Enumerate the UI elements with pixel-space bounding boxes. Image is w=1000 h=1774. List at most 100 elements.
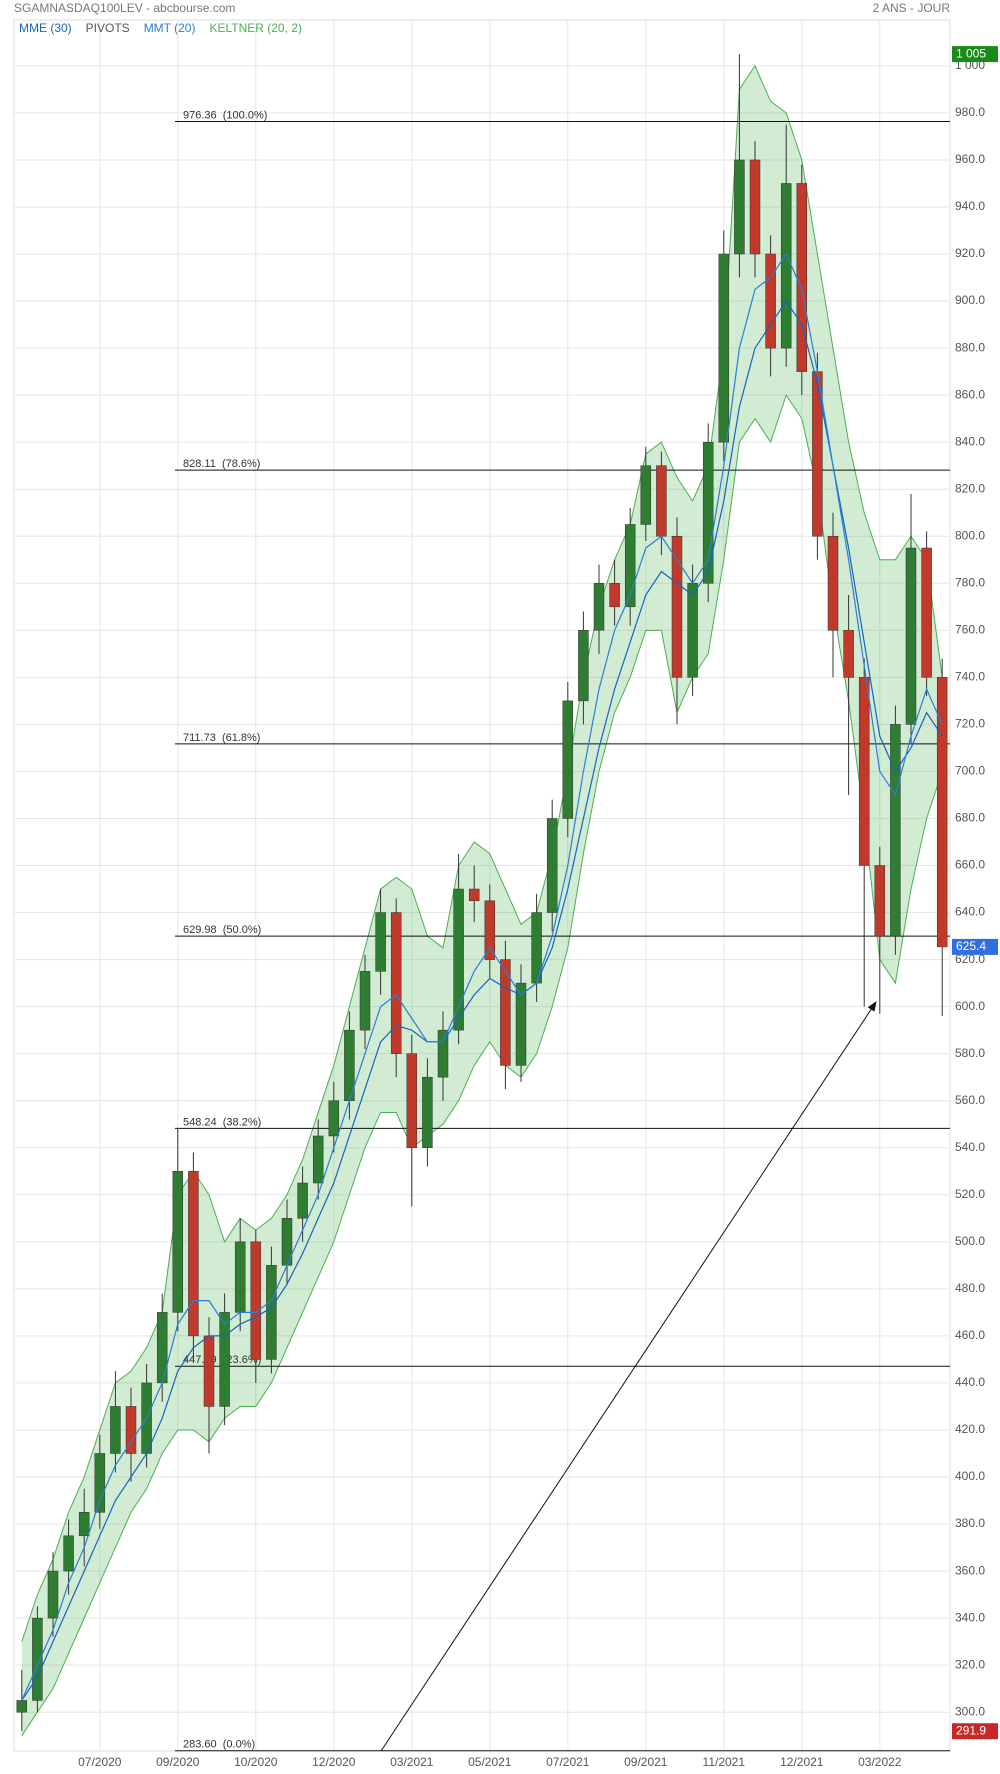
y-tick-label: 580.0	[955, 1046, 985, 1060]
candle-body	[484, 900, 496, 960]
y-tick-label: 660.0	[955, 858, 985, 872]
candle-body	[328, 1100, 340, 1137]
price-tag-label: 1 005	[956, 46, 986, 60]
candle-body	[359, 971, 371, 1031]
candle-body	[375, 912, 386, 972]
y-tick-label: 880.0	[955, 340, 985, 354]
candle-body	[609, 583, 620, 608]
fib-label: 828.11 (78.6%)	[183, 458, 260, 470]
x-tick-label: 03/2022	[858, 1755, 902, 1769]
y-tick-label: 300.0	[955, 1704, 985, 1718]
y-tick-label: 600.0	[955, 999, 985, 1013]
legend-entry: KELTNER (20, 2)	[209, 21, 301, 35]
candle-body	[640, 465, 652, 525]
candle-body	[656, 465, 667, 537]
candle-body	[734, 159, 745, 255]
legend-entry: PIVOTS	[86, 21, 130, 35]
candle-body	[47, 1570, 59, 1619]
y-tick-label: 400.0	[955, 1469, 985, 1483]
y-tick-label: 920.0	[955, 246, 985, 260]
candle-body	[94, 1453, 106, 1513]
y-tick-label: 380.0	[955, 1516, 985, 1530]
price-tag	[952, 938, 998, 955]
candle-body	[203, 1335, 215, 1407]
price-tag	[952, 46, 998, 63]
candle-body	[468, 888, 480, 902]
candle-body	[546, 818, 558, 913]
trend-arrow	[380, 1001, 877, 1752]
candle-body	[125, 1406, 137, 1454]
candle-body	[874, 865, 886, 937]
fib-label: 711.73 (61.8%)	[183, 732, 260, 744]
x-tick-label: 09/2020	[156, 1755, 200, 1769]
x-tick-label: 09/2021	[624, 1755, 668, 1769]
fib-label: 548.24 (38.2%)	[183, 1116, 261, 1128]
y-tick-label: 540.0	[955, 1140, 985, 1154]
candle-body	[936, 677, 948, 948]
candle-body	[921, 547, 932, 678]
candle-body	[780, 183, 792, 349]
y-tick-label: 480.0	[955, 1281, 985, 1295]
candle-body	[16, 1700, 28, 1713]
candle-body	[749, 159, 761, 255]
candle-body	[297, 1182, 308, 1219]
y-tick-label: 680.0	[955, 811, 985, 825]
x-tick-label: 05/2021	[468, 1755, 512, 1769]
candle-body	[843, 630, 854, 678]
candle-body	[718, 253, 730, 443]
candle-body	[219, 1312, 230, 1407]
candle-body	[500, 959, 511, 1066]
candle-body	[593, 583, 605, 631]
candle-body	[687, 583, 698, 678]
y-tick-label: 720.0	[955, 717, 985, 731]
candle-body	[32, 1617, 43, 1701]
candle-body	[437, 1029, 449, 1078]
y-tick-label: 360.0	[955, 1563, 985, 1577]
y-tick-label: 640.0	[955, 905, 985, 919]
y-tick-label: 840.0	[955, 434, 985, 448]
y-tick-label: 420.0	[955, 1422, 985, 1436]
y-tick-label: 320.0	[955, 1657, 985, 1671]
moving-average	[21, 299, 943, 1701]
candle-body	[827, 535, 839, 631]
candle-body	[671, 535, 683, 678]
y-tick-label: 980.0	[955, 105, 985, 119]
fib-label: 629.98 (50.0%)	[183, 924, 261, 936]
x-tick-label: 07/2020	[78, 1755, 122, 1769]
moving-average	[21, 252, 943, 1701]
candle-body	[78, 1512, 90, 1537]
candle-body	[422, 1076, 433, 1148]
y-tick-label: 620.0	[955, 952, 985, 966]
price-tag-label: 625.4	[956, 939, 986, 953]
y-tick-label: 860.0	[955, 387, 985, 401]
y-tick-label: 460.0	[955, 1328, 985, 1342]
x-tick-label: 07/2021	[546, 1755, 590, 1769]
y-tick-label: 780.0	[955, 575, 985, 589]
keltner-lower	[21, 393, 943, 1736]
fib-label: 283.60 (0.0%)	[183, 1739, 255, 1751]
y-tick-label: 800.0	[955, 528, 985, 542]
x-tick-label: 12/2021	[780, 1755, 824, 1769]
candle-body	[156, 1312, 168, 1384]
period-label: 2 ANS - JOUR	[873, 1, 951, 15]
candle-body	[406, 1053, 418, 1148]
y-tick-label: 700.0	[955, 764, 985, 778]
legend-entry: MME (30)	[19, 21, 72, 35]
y-tick-label: 440.0	[955, 1375, 985, 1389]
legend-entry: MMT (20)	[144, 21, 196, 35]
candle-body	[110, 1406, 121, 1454]
x-tick-label: 03/2021	[390, 1755, 434, 1769]
candle-body	[702, 441, 714, 584]
candle-body	[578, 630, 589, 702]
price-tag-label: 291.9	[956, 1723, 986, 1737]
candle-body	[796, 183, 808, 372]
y-tick-label: 500.0	[955, 1234, 985, 1248]
candle-body	[890, 724, 901, 937]
y-tick-label: 740.0	[955, 670, 985, 684]
candle-body	[188, 1171, 199, 1337]
fib-label: 976.36 (100.0%)	[183, 109, 267, 121]
y-tick-label: 560.0	[955, 1093, 985, 1107]
price-tag	[952, 1723, 998, 1740]
